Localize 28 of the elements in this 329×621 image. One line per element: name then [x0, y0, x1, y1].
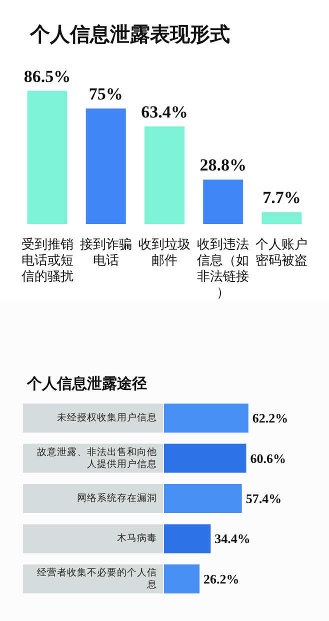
bar [164, 564, 200, 594]
x-tick-label: 接到诈骗电话 [80, 236, 132, 268]
data-label: 34.4% [214, 531, 250, 546]
data-label: 60.6% [250, 450, 286, 466]
data-label: 63.4% [141, 102, 188, 122]
bar [262, 212, 302, 224]
x-tick-label: 受到推销电话或短信的骚扰 [21, 236, 74, 284]
y-tick-label: 故意泄露、非法出售和向他人提供用户信息 [37, 446, 157, 470]
data-label: 75% [88, 84, 123, 104]
bar [203, 180, 244, 224]
y-tick-label: 网络系统存在漏洞 [77, 492, 157, 504]
bar [144, 126, 184, 224]
y-tick-label: 木马病毒 [117, 532, 157, 544]
data-label: 62.2% [252, 410, 288, 426]
data-label: 26.2% [204, 571, 240, 586]
data-label: 57.4% [246, 491, 282, 506]
x-tick-label: 收到违法信息（如非法链接） [197, 236, 250, 300]
chart-title: 个人信息泄露表现形式 [29, 24, 230, 46]
x-tick-label: 收到垃圾邮件 [138, 236, 190, 268]
y-tick-label: 经营者收集不必要的个人信息 [37, 566, 157, 590]
data-label: 86.5% [24, 66, 71, 86]
x-tick-label: 个人账户密码被盗 [256, 236, 308, 268]
bar [27, 90, 68, 224]
y-tick-label: 未经授权收集用户信息 [57, 412, 157, 424]
bar [86, 108, 126, 224]
data-label: 7.7% [262, 188, 301, 208]
data-label: 28.8% [200, 156, 246, 175]
chart-title: 个人信息泄露途径 [26, 376, 147, 392]
